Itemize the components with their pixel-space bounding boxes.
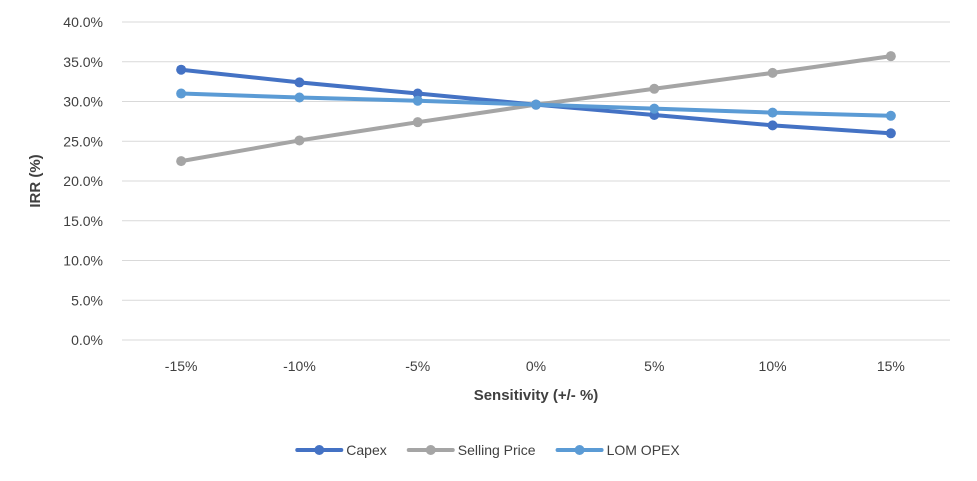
y-axis-title: IRR (%) (27, 154, 44, 207)
data-point-lom-opex (176, 88, 187, 99)
y-tick-label: 30.0% (63, 94, 103, 110)
data-point-capex (412, 88, 423, 99)
y-tick-label: 20.0% (63, 173, 103, 189)
legend-item-capex: Capex (295, 442, 387, 458)
legend-marker-lom-opex (574, 445, 585, 455)
y-tick-label: 15.0% (63, 213, 103, 229)
x-tick-label: 0% (526, 358, 546, 374)
data-point-selling-price (649, 83, 660, 94)
legend-label-capex: Capex (346, 442, 386, 458)
data-point-lom-opex (885, 110, 896, 121)
x-tick-label: -10% (283, 358, 316, 374)
data-point-lom-opex (531, 99, 541, 110)
x-tick-label: -5% (405, 358, 430, 374)
data-point-lom-opex (649, 103, 660, 114)
data-point-selling-price (885, 51, 896, 62)
x-tick-label: 10% (759, 358, 787, 374)
series-lines (176, 51, 896, 167)
data-point-lom-opex (412, 95, 423, 106)
y-tick-label: 25.0% (63, 133, 103, 149)
y-tick-label: 0.0% (71, 332, 103, 348)
legend-marker-capex (314, 445, 325, 455)
x-axis-ticks: -15% -10% -5% 0% 5% 10% 15% (165, 358, 905, 374)
data-point-selling-price (294, 135, 305, 146)
y-axis-ticks: 0.0% 5.0% 10.0% 15.0% 20.0% 25.0% 30.0% 35.0% 40… (63, 14, 103, 348)
data-point-lom-opex (294, 92, 305, 103)
y-tick-label: 35.0% (63, 54, 103, 70)
series-lom-opex (176, 88, 896, 121)
data-point-lom-opex (767, 107, 778, 118)
data-point-capex (294, 77, 305, 88)
legend-label-lom-opex: LOM OPEX (607, 442, 681, 458)
legend-item-lom-opex: LOM OPEX (555, 442, 681, 458)
x-tick-label: -15% (165, 358, 198, 374)
legend-label-selling-price: Selling Price (458, 442, 536, 458)
data-point-selling-price (767, 67, 778, 78)
legend-marker-selling-price (425, 445, 436, 455)
data-point-selling-price (176, 156, 187, 167)
y-tick-label: 40.0% (63, 14, 103, 30)
legend-item-selling-price: Selling Price (406, 442, 536, 458)
y-tick-label: 5.0% (71, 292, 103, 308)
x-tick-label: 5% (644, 358, 664, 374)
y-tick-label: 10.0% (63, 253, 103, 269)
legend: Capex Selling Price LOM OPEX (295, 442, 681, 458)
x-axis-title: Sensitivity (+/- %) (474, 387, 599, 404)
data-point-capex (176, 64, 187, 75)
x-tick-label: 15% (877, 358, 905, 374)
data-point-selling-price (412, 117, 423, 128)
gridlines (122, 21, 950, 341)
data-point-capex (767, 120, 778, 131)
data-point-capex (885, 128, 896, 139)
